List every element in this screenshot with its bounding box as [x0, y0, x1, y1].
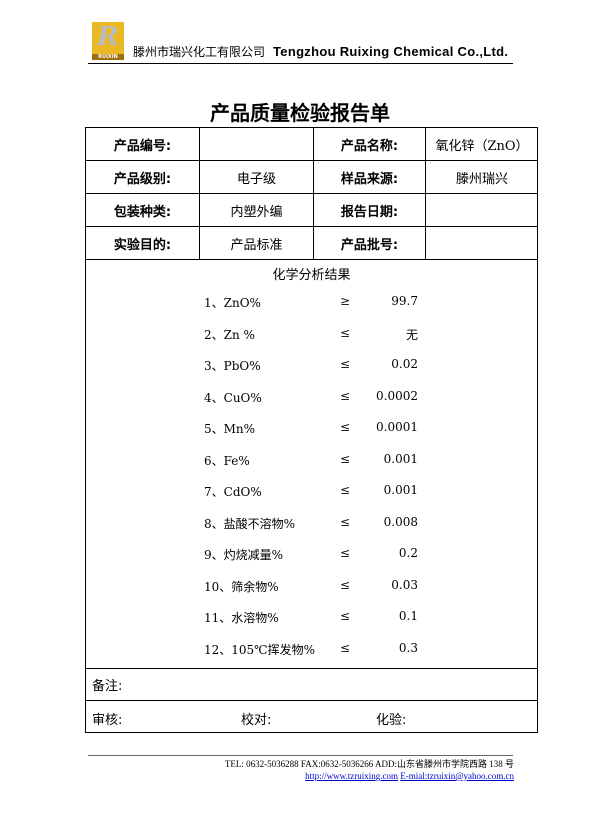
email-link[interactable]: E-mial:tzruixin@yahoo.com.cn: [400, 771, 514, 781]
company-name-cn: 滕州市瑞兴化工有限公司: [133, 45, 266, 59]
result-op: ≤: [340, 514, 351, 529]
result-value: 0.008: [383, 514, 418, 529]
footer-divider: [88, 755, 513, 756]
result-value: 无: [405, 327, 418, 342]
info-label: 产品名称:: [314, 128, 426, 161]
signature-row: 审核: 校对: 化验:: [86, 701, 537, 733]
company-header: 滕州市瑞兴化工有限公司 Tengzhou Ruixing Chemical Co…: [133, 43, 508, 60]
info-label: 包装种类:: [86, 194, 200, 227]
result-value: 0.03: [391, 577, 418, 592]
header-divider: [88, 63, 513, 64]
result-op: ≤: [340, 357, 351, 371]
notes-row: 备注:: [86, 668, 537, 701]
result-item: 2、Zn %: [204, 327, 255, 342]
logo-text: RUIXIN: [92, 54, 124, 60]
result-op: ≤: [340, 420, 351, 434]
info-value: 产品标准: [200, 227, 314, 260]
info-value: [426, 194, 538, 227]
result-item: 5、Mn%: [204, 422, 256, 436]
info-value: 电子级: [200, 161, 314, 194]
info-value: [426, 227, 538, 260]
result-op: ≥: [340, 294, 351, 308]
report-table: 化学分析结果 备注: 审核: 校对: 化验: 产品编号: 产品名称: 氧化锌（ZnO…: [85, 127, 538, 733]
result-op: ≤: [340, 577, 351, 592]
result-value: 0.0002: [376, 388, 418, 403]
result-item: 11、水溶物%: [204, 611, 279, 625]
check-label: 校对:: [241, 713, 272, 728]
review-label: 审核:: [92, 713, 123, 728]
result-value: 0.0001: [376, 420, 418, 434]
result-value: 0.02: [391, 357, 418, 371]
info-value: 氧化锌（ZnO）: [426, 128, 538, 161]
page-title: 产品质量检验报告单: [210, 101, 390, 125]
result-value: 0.001: [383, 451, 418, 466]
result-item: 3、PbO%: [204, 359, 261, 373]
footer-links: http://www.tzruixing.com E-mial:tzruixin…: [225, 770, 514, 782]
test-label: 化验:: [376, 713, 407, 728]
logo-letter: R: [97, 22, 119, 52]
company-logo: R RUIXIN: [92, 22, 124, 60]
results-title: 化学分析结果: [272, 268, 351, 283]
result-op: ≤: [340, 640, 351, 655]
result-item: 4、CuO%: [204, 390, 262, 405]
footer-contact: TEL: 0632-5036288 FAX:0632-5036266 ADD:山…: [224, 759, 514, 769]
info-label: 产品批号:: [314, 227, 426, 260]
result-item: 6、Fe%: [204, 453, 250, 468]
result-value: 0.1: [398, 609, 418, 623]
info-value: [200, 128, 314, 161]
result-op: ≤: [340, 451, 351, 466]
website-link[interactable]: http://www.tzruixing.com: [305, 771, 398, 781]
result-item: 10、筛余物%: [204, 579, 279, 594]
info-value: 滕州瑞兴: [426, 161, 538, 194]
result-op: ≤: [340, 388, 351, 403]
info-label: 产品编号:: [86, 128, 200, 161]
result-item: 7、CdO%: [204, 485, 262, 499]
result-item: 9、灼烧减量%: [204, 548, 284, 562]
result-item: 12、105℃挥发物%: [204, 642, 316, 657]
result-op: ≤: [340, 546, 351, 560]
info-label: 实验目的:: [86, 227, 200, 260]
result-op: ≤: [340, 609, 351, 623]
info-label: 报告日期:: [314, 194, 426, 227]
result-value: 0.3: [398, 640, 418, 655]
result-item: 8、盐酸不溶物%: [204, 516, 296, 531]
info-label: 样品来源:: [314, 161, 426, 194]
info-value: 内塑外编: [200, 194, 314, 227]
company-name-en: Tengzhou Ruixing Chemical Co.,Ltd.: [273, 44, 509, 59]
result-value: 0.001: [383, 483, 418, 497]
footer: TEL: 0632-5036288 FAX:0632-5036266 ADD:山…: [225, 758, 514, 782]
result-value: 0.2: [398, 546, 418, 560]
info-label: 产品级别:: [86, 161, 200, 194]
notes-label: 备注:: [92, 679, 123, 694]
result-value: 99.7: [391, 294, 418, 308]
result-item: 1、ZnO%: [204, 296, 261, 310]
result-op: ≤: [340, 325, 351, 340]
result-op: ≤: [340, 483, 351, 497]
